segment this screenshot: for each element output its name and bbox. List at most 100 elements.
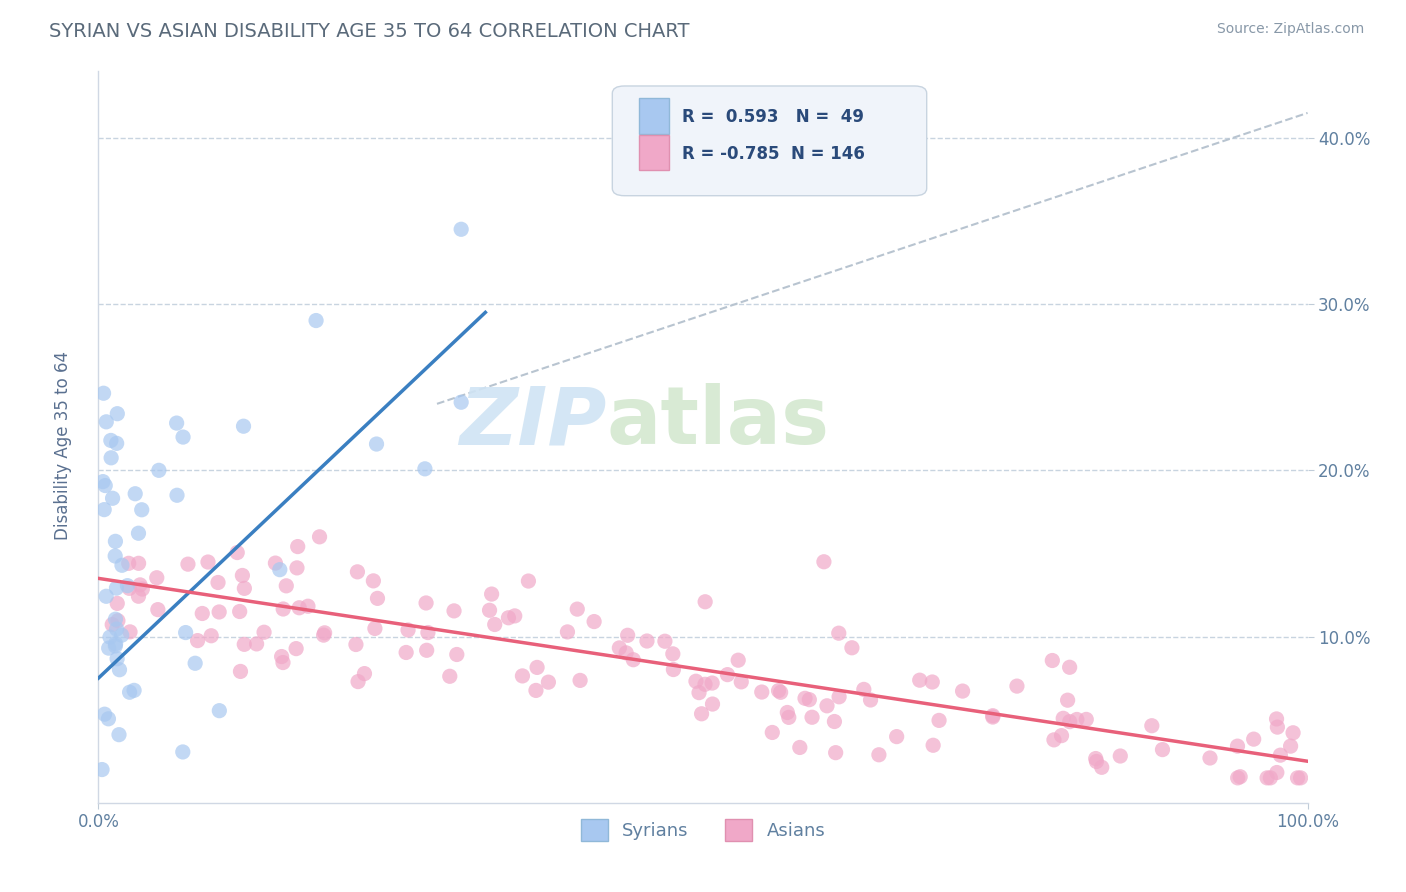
Point <box>727 653 749 667</box>
Text: R =  0.593   N =  49: R = 0.593 N = 49 <box>682 109 865 127</box>
Point <box>104 534 127 549</box>
Point <box>688 685 710 699</box>
Point <box>921 675 943 690</box>
Point <box>207 575 229 590</box>
Point <box>621 653 644 667</box>
Point <box>1040 653 1063 667</box>
Point <box>1043 732 1066 747</box>
Point <box>231 568 253 582</box>
Point <box>146 571 169 585</box>
Point <box>524 683 547 698</box>
Point <box>285 561 308 575</box>
Point <box>815 698 838 713</box>
Legend: Syrians, Asians: Syrians, Asians <box>574 812 832 848</box>
Point <box>197 555 219 569</box>
Point <box>415 643 437 657</box>
Point <box>127 526 149 541</box>
Text: SYRIAN VS ASIAN DISABILITY AGE 35 TO 64 CORRELATION CHART: SYRIAN VS ASIAN DISABILITY AGE 35 TO 64 … <box>49 22 690 41</box>
Point <box>346 565 368 579</box>
Point <box>886 730 908 744</box>
Point <box>366 437 388 451</box>
Point <box>662 647 685 661</box>
Point <box>859 693 882 707</box>
Point <box>1084 751 1107 765</box>
Point <box>526 660 548 674</box>
Point <box>778 710 800 724</box>
Point <box>253 625 276 640</box>
Point <box>614 646 637 660</box>
Point <box>1289 771 1312 785</box>
Point <box>852 682 875 697</box>
Point <box>172 430 194 444</box>
Point <box>353 666 375 681</box>
Point <box>308 530 330 544</box>
Point <box>96 589 118 603</box>
Point <box>503 608 526 623</box>
Point <box>690 706 713 721</box>
Point <box>517 574 540 588</box>
Point <box>98 630 121 644</box>
Point <box>1270 748 1292 763</box>
Point <box>922 739 945 753</box>
Point <box>1050 729 1073 743</box>
Point <box>131 502 153 516</box>
Point <box>93 386 115 401</box>
Point <box>557 624 579 639</box>
Point <box>105 651 128 665</box>
Point <box>97 712 120 726</box>
Point <box>314 625 336 640</box>
Point <box>794 691 817 706</box>
Point <box>1076 713 1098 727</box>
Point <box>312 628 335 642</box>
Point <box>107 614 129 628</box>
Point <box>813 555 835 569</box>
Point <box>1267 720 1289 734</box>
Point <box>108 663 131 677</box>
Point <box>1140 719 1163 733</box>
Point <box>1109 749 1132 764</box>
Point <box>118 685 141 699</box>
Point <box>537 675 560 690</box>
Point <box>91 763 114 777</box>
Point <box>297 599 319 614</box>
Point <box>789 740 811 755</box>
Point <box>1199 751 1222 765</box>
Point <box>363 574 385 588</box>
Point <box>108 728 131 742</box>
Point <box>146 602 169 616</box>
Point <box>583 615 606 629</box>
Text: Source: ZipAtlas.com: Source: ZipAtlas.com <box>1216 22 1364 37</box>
Point <box>1056 693 1078 707</box>
Point <box>413 462 436 476</box>
Point <box>105 581 128 595</box>
Point <box>569 673 592 688</box>
Point <box>166 416 188 430</box>
FancyBboxPatch shape <box>613 86 927 195</box>
Point <box>484 617 506 632</box>
Point <box>172 745 194 759</box>
Point <box>478 603 501 617</box>
Point <box>111 628 134 642</box>
Point <box>776 706 799 720</box>
Point <box>271 602 294 616</box>
Point <box>761 725 783 739</box>
Point <box>187 633 209 648</box>
Point <box>208 605 231 619</box>
Point <box>702 697 724 711</box>
Point <box>636 634 658 648</box>
Point <box>233 637 256 651</box>
Point <box>1059 714 1081 729</box>
Point <box>184 657 207 671</box>
Point <box>1005 679 1028 693</box>
Point <box>609 640 631 655</box>
Point <box>450 395 472 409</box>
Point <box>439 669 461 683</box>
Point <box>1066 713 1088 727</box>
Point <box>823 714 845 729</box>
Point <box>1091 760 1114 774</box>
Point <box>395 645 418 659</box>
Point <box>105 622 128 636</box>
Point <box>191 607 214 621</box>
Point <box>1052 711 1074 725</box>
Point <box>166 488 188 502</box>
